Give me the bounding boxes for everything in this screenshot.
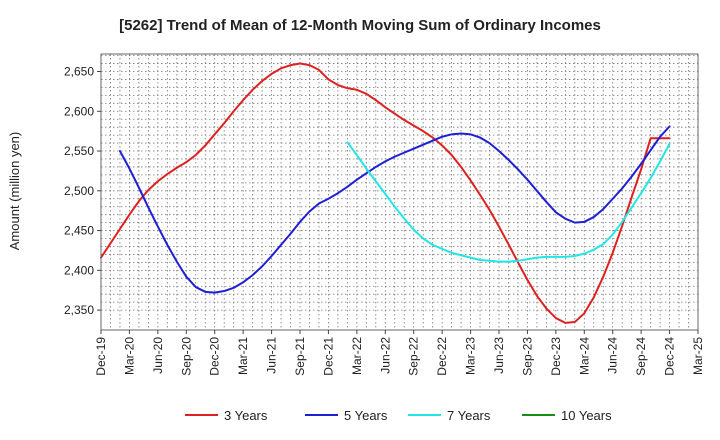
- y-axis-ticks: 2,350 2,400 2,450 2,500 2,550 2,600 2,650: [64, 64, 101, 317]
- x-tick-label: Jun-20: [151, 337, 165, 374]
- series-line-7-years: [346, 141, 671, 263]
- legend: 3 Years 5 Years 7 Years 10 Years: [185, 408, 612, 423]
- x-tick-label: Mar-23: [464, 337, 478, 375]
- x-tick-label: Sep-23: [520, 337, 534, 376]
- y-tick-label: 2,550: [64, 144, 94, 158]
- y-tick-label: 2,400: [64, 263, 94, 277]
- x-tick-label: Mar-24: [577, 337, 591, 375]
- x-tick-label: Dec-21: [321, 337, 335, 376]
- x-tick-label: Sep-20: [179, 337, 193, 376]
- plot-area-frame: [100, 53, 699, 331]
- y-tick-label: 2,500: [64, 184, 94, 198]
- series-line-3-years: [100, 62, 671, 324]
- x-tick-label: Jun-23: [492, 337, 506, 374]
- x-tick-label: Mar-22: [350, 337, 364, 375]
- y-tick-label: 2,450: [64, 224, 94, 238]
- legend-label-5-years: 5 Years: [344, 408, 388, 423]
- legend-label-3-years: 3 Years: [224, 408, 268, 423]
- chart-title: [5262] Trend of Mean of 12-Month Moving …: [119, 17, 601, 34]
- x-tick-label: Sep-24: [634, 337, 648, 376]
- x-tick-label: Sep-21: [293, 337, 307, 376]
- x-tick-label: Mar-21: [236, 337, 250, 375]
- series-lines: [100, 62, 671, 324]
- x-tick-label: Dec-22: [435, 337, 449, 376]
- y-tick-label: 2,600: [64, 104, 94, 118]
- y-tick-label: 2,650: [64, 64, 94, 78]
- x-tick-label: Dec-24: [663, 337, 677, 376]
- y-tick-label: 2,350: [64, 303, 94, 317]
- x-tick-label: Dec-23: [549, 337, 563, 376]
- x-tick-label: Mar-20: [122, 337, 136, 375]
- y-axis-label: Amount (million yen): [7, 132, 22, 251]
- x-tick-label: Dec-20: [208, 337, 222, 376]
- x-axis-ticks: Dec-19 Mar-20 Jun-20 Sep-20 Dec-20 Mar-21 Jun-…: [94, 330, 705, 376]
- x-tick-label: Dec-19: [94, 337, 108, 376]
- grid-lines: [101, 54, 698, 330]
- x-tick-label: Jun-21: [265, 337, 279, 374]
- x-tick-label: Sep-22: [407, 337, 421, 376]
- x-tick-label: Mar-25: [691, 337, 705, 375]
- x-tick-label: Jun-24: [606, 337, 620, 374]
- legend-label-10-years: 10 Years: [561, 408, 612, 423]
- series-line-5-years: [118, 125, 671, 294]
- legend-label-7-years: 7 Years: [447, 408, 491, 423]
- x-tick-label: Jun-22: [378, 337, 392, 374]
